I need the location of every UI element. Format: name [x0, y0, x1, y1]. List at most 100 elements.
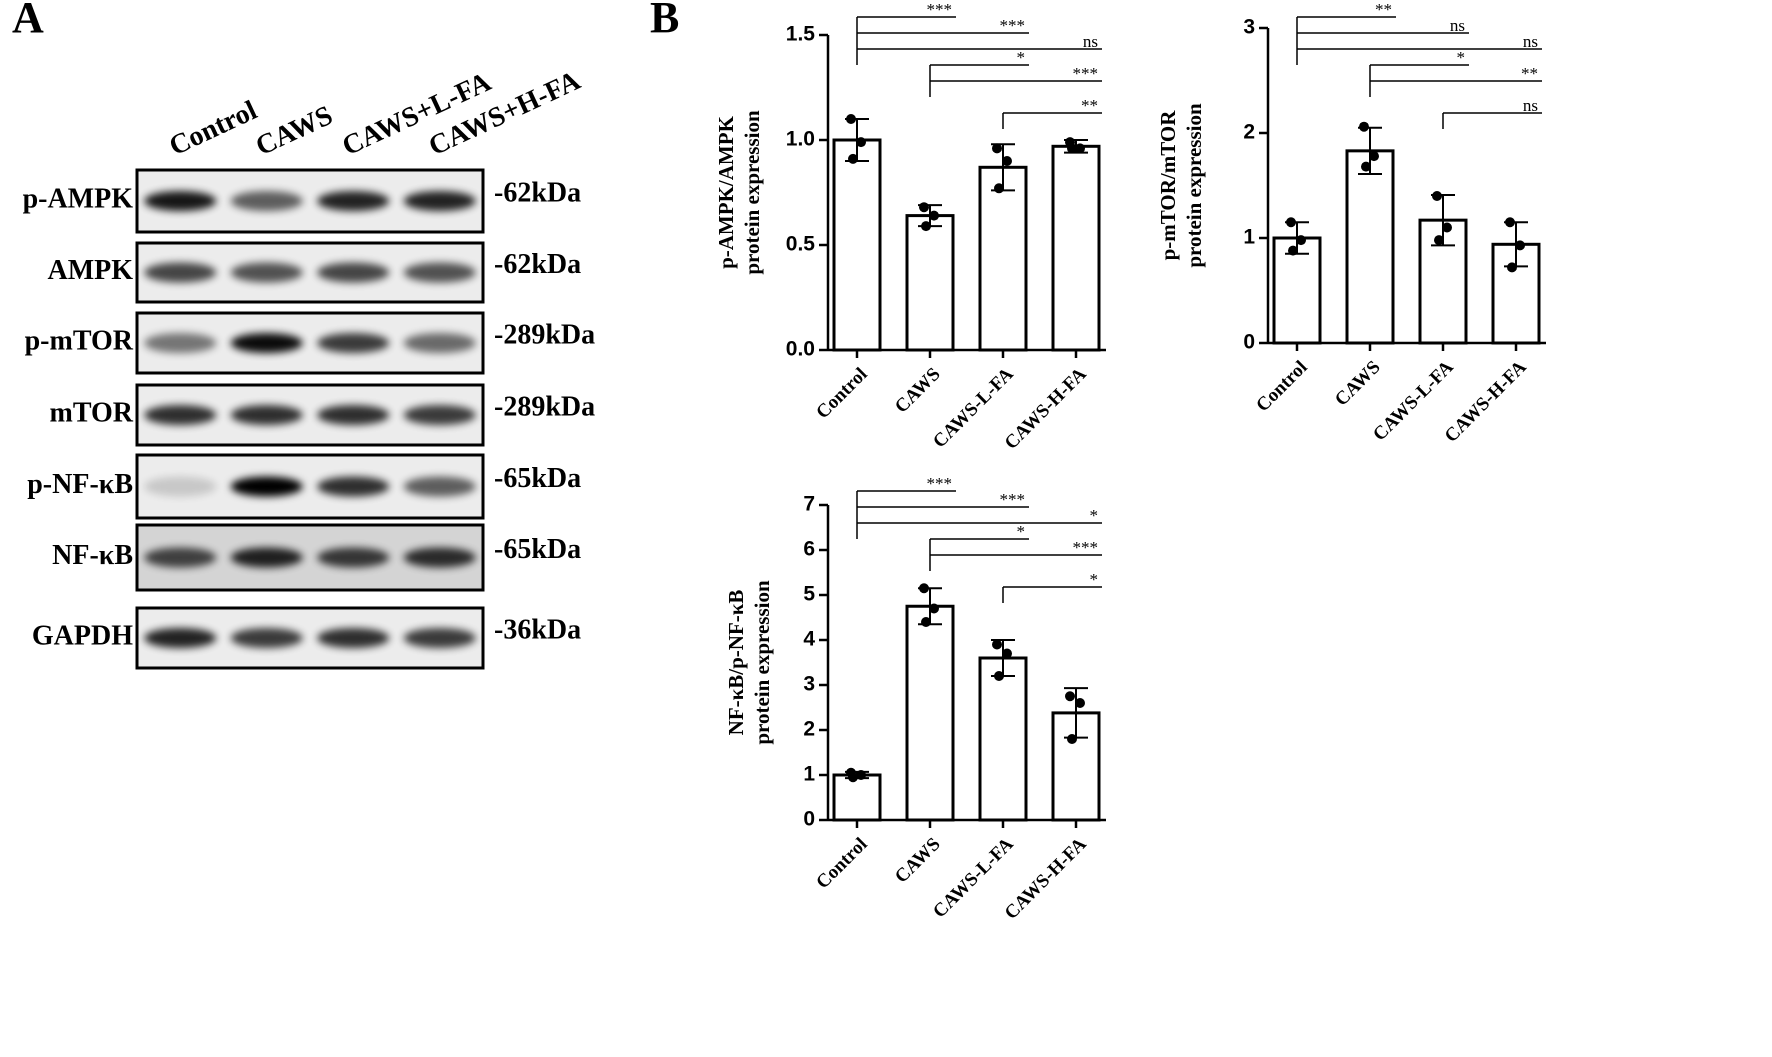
y-tick-label: 0: [1243, 331, 1255, 354]
band: [230, 405, 303, 425]
x-tick-label: CAWS: [891, 834, 945, 888]
mw-label: -289kDa: [494, 319, 595, 350]
data-point: [1288, 245, 1298, 256]
data-point: [1442, 222, 1452, 233]
y-tick-label: 6: [803, 538, 815, 561]
data-point: [921, 221, 931, 232]
band: [230, 547, 303, 568]
data-point: [856, 137, 866, 148]
lane-label: CAWS: [251, 100, 337, 162]
protein-label: NF-κB: [52, 540, 133, 571]
band: [403, 547, 476, 568]
data-point: [994, 183, 1004, 194]
band: [403, 191, 476, 211]
mw-label: -62kDa: [494, 177, 581, 208]
y-tick-label: 0.0: [786, 338, 815, 361]
sig-label: **: [1081, 96, 1098, 115]
band: [317, 262, 390, 283]
data-point: [1432, 191, 1442, 201]
band: [144, 405, 217, 425]
mw-label: -65kDa: [494, 463, 581, 494]
band: [144, 547, 217, 568]
bar: [905, 214, 955, 352]
sig-label: *: [1017, 522, 1026, 541]
bar: [978, 165, 1028, 352]
mw-label: -65kDa: [494, 534, 581, 565]
band: [317, 405, 390, 425]
y-axis-label: protein expression: [750, 580, 774, 745]
sig-label: ns: [1083, 32, 1098, 51]
mw-label: -289kDa: [494, 391, 595, 422]
y-tick-label: 3: [803, 673, 815, 696]
data-point: [1075, 698, 1085, 708]
mw-label: -36kDa: [494, 614, 581, 645]
data-point: [919, 583, 929, 594]
data-point: [1286, 217, 1296, 228]
data-point: [1361, 161, 1371, 172]
bar: [905, 604, 955, 822]
protein-label: p-NF-κB: [27, 469, 133, 500]
sig-label: *: [1017, 48, 1026, 67]
band: [144, 628, 217, 648]
band: [144, 191, 217, 211]
data-point: [1065, 691, 1075, 702]
band: [317, 333, 390, 353]
data-point: [1515, 240, 1525, 251]
bar: [1051, 144, 1101, 352]
data-point: [929, 603, 939, 614]
band: [403, 405, 476, 425]
protein-label: p-mTOR: [25, 325, 134, 356]
y-tick-label: 0.5: [786, 233, 816, 256]
y-tick-label: 0: [803, 808, 815, 831]
band: [317, 628, 390, 648]
band: [403, 333, 476, 353]
y-axis-label: protein expression: [740, 110, 764, 275]
data-point: [929, 210, 939, 221]
band: [403, 262, 476, 283]
sig-label: *: [1090, 570, 1099, 589]
data-point: [1075, 143, 1085, 154]
protein-label: GAPDH: [32, 620, 133, 651]
protein-label: AMPK: [47, 255, 133, 286]
sig-label: ***: [1073, 64, 1099, 83]
bar: [832, 138, 882, 352]
x-tick-label: Control: [812, 364, 871, 423]
band: [230, 333, 303, 353]
band: [403, 628, 476, 648]
sig-label: ***: [1073, 538, 1099, 557]
data-point: [1296, 235, 1306, 246]
protein-label: p-AMPK: [23, 183, 134, 214]
y-tick-label: 5: [803, 583, 815, 606]
data-point: [992, 639, 1002, 650]
y-tick-label: 1: [803, 763, 815, 786]
data-point: [1002, 156, 1012, 166]
x-tick-label: Control: [1252, 357, 1311, 416]
band: [317, 476, 390, 497]
sig-label: *: [1090, 506, 1099, 525]
y-axis-label: p-mTOR/mTOR: [1156, 110, 1180, 261]
band: [144, 262, 217, 283]
data-point: [1067, 143, 1077, 154]
data-point: [856, 770, 866, 780]
lane-label: Control: [165, 95, 262, 162]
sig-label: **: [1521, 64, 1538, 83]
protein-label: mTOR: [50, 397, 134, 428]
y-axis-label: protein expression: [1182, 103, 1206, 268]
bar: [832, 773, 882, 822]
data-point: [1002, 648, 1012, 659]
band: [144, 333, 217, 353]
panel-label: B: [650, 0, 679, 42]
data-point: [921, 617, 931, 627]
y-tick-label: 2: [803, 718, 815, 741]
y-axis-label: NF-κB/p-NF-κB: [724, 590, 748, 736]
x-tick-label: CAWS: [1331, 357, 1385, 411]
mw-label: -62kDa: [494, 249, 581, 280]
data-point: [1434, 235, 1444, 246]
y-tick-label: 4: [803, 628, 815, 651]
sig-label: ***: [1000, 490, 1026, 509]
band: [230, 262, 303, 283]
sig-label: **: [1375, 0, 1392, 19]
y-axis-label: p-AMPK/AMPK: [714, 115, 738, 268]
sig-label: ***: [1000, 16, 1026, 35]
bar: [1345, 149, 1395, 345]
